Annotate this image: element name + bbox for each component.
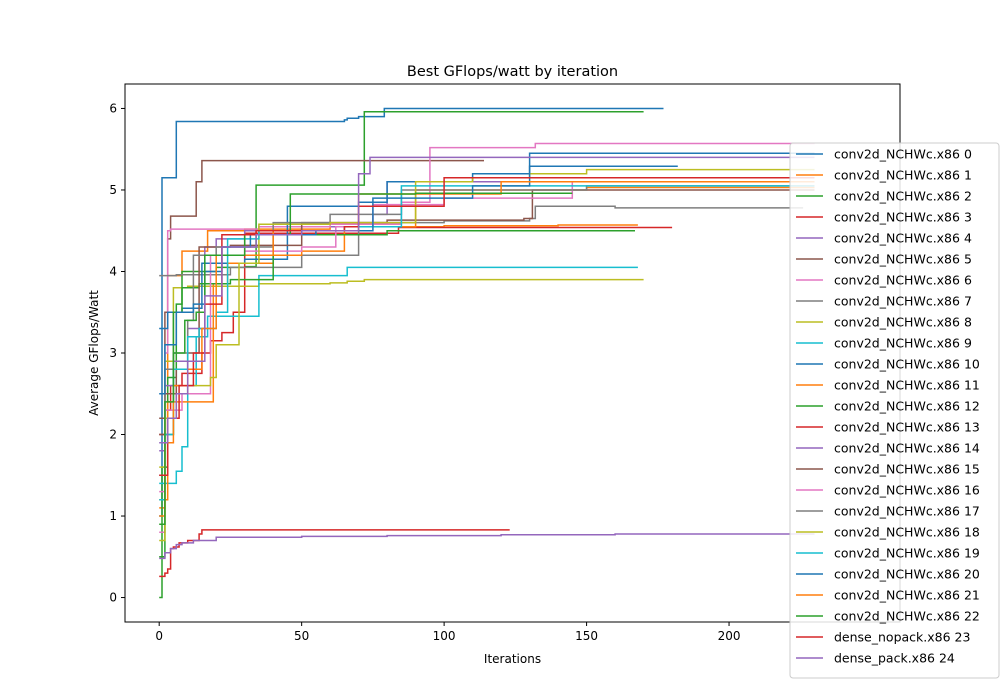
y-tick-label-1: 1 [109, 509, 117, 523]
legend-label-2: conv2d_NCHWc.x86 2 [834, 189, 972, 204]
legend-label-9: conv2d_NCHWc.x86 9 [834, 336, 972, 351]
legend-label-0: conv2d_NCHWc.x86 0 [834, 147, 972, 162]
legend-label-12: conv2d_NCHWc.x86 12 [834, 399, 980, 414]
legend-label-17: conv2d_NCHWc.x86 17 [834, 504, 980, 519]
series-line-23 [159, 176, 815, 477]
series-line-6 [159, 142, 815, 534]
y-tick-label-5: 5 [109, 183, 117, 197]
legend-label-18: conv2d_NCHWc.x86 18 [834, 525, 980, 540]
legend-label-23: dense_nopack.x86 23 [834, 630, 970, 645]
legend-box [789, 142, 1000, 679]
plot-lines [159, 107, 815, 599]
legend: conv2d_NCHWc.x86 0 conv2d_NCHWc.x86 1 conv… [789, 142, 1000, 679]
x-tick-label-2: 100 [433, 629, 456, 643]
legend-label-19: conv2d_NCHWc.x86 19 [834, 546, 980, 561]
legend-label-15: conv2d_NCHWc.x86 15 [834, 462, 980, 477]
legend-label-7: conv2d_NCHWc.x86 7 [834, 294, 972, 309]
y-axis-ticks: 0 1 2 3 4 5 6 [109, 101, 125, 605]
legend-label-22: conv2d_NCHWc.x86 22 [834, 609, 980, 624]
series-line-9 [159, 266, 638, 485]
series-line-24 [159, 156, 815, 444]
y-tick-label-2: 2 [109, 428, 117, 442]
series-line-3 [159, 226, 673, 436]
legend-label-1: conv2d_NCHWc.x86 1 [834, 168, 972, 183]
series-line-14 [159, 533, 815, 560]
legend-label-21: conv2d_NCHWc.x86 21 [834, 588, 980, 603]
series-line-0 [159, 107, 664, 517]
x-tick-label-3: 150 [575, 629, 598, 643]
x-axis-ticks: 0 50 100 150 200 [155, 622, 740, 643]
y-axis-label: Average GFlops/Watt [87, 290, 101, 416]
legend-label-3: conv2d_NCHWc.x86 3 [834, 210, 972, 225]
legend-label-5: conv2d_NCHWc.x86 5 [834, 252, 972, 267]
chart-title: Best GFlops/watt by iteration [407, 64, 618, 80]
series-line-16 [159, 181, 815, 493]
legend-label-10: conv2d_NCHWc.x86 10 [834, 357, 980, 372]
series-line-21 [159, 181, 815, 517]
legend-label-8: conv2d_NCHWc.x86 8 [834, 315, 972, 330]
legend-label-13: conv2d_NCHWc.x86 13 [834, 420, 980, 435]
axes-frame [124, 83, 901, 623]
legend-label-11: conv2d_NCHWc.x86 11 [834, 378, 980, 393]
y-tick-label-0: 0 [109, 591, 117, 605]
legend-label-16: conv2d_NCHWc.x86 16 [834, 483, 980, 498]
y-tick-label-3: 3 [109, 346, 117, 360]
legend-label-4: conv2d_NCHWc.x86 4 [834, 231, 972, 246]
series-line-22 [159, 192, 573, 525]
series-line-8 [159, 278, 644, 468]
legend-label-20: conv2d_NCHWc.x86 20 [834, 567, 980, 582]
y-tick-label-6: 6 [109, 101, 117, 115]
x-tick-label-1: 50 [294, 629, 309, 643]
x-tick-label-0: 0 [155, 629, 163, 643]
x-axis-label: Iterations [484, 652, 541, 666]
series-line-2 [159, 110, 644, 599]
series-line-15 [159, 189, 815, 419]
series-line-5 [159, 159, 484, 436]
y-tick-label-4: 4 [109, 264, 117, 278]
legend-label-6: conv2d_NCHWc.x86 6 [834, 273, 972, 288]
legend-label-14: conv2d_NCHWc.x86 14 [834, 441, 980, 456]
x-tick-label-4: 200 [718, 629, 741, 643]
legend-label-24: dense_pack.x86 24 [834, 651, 955, 666]
